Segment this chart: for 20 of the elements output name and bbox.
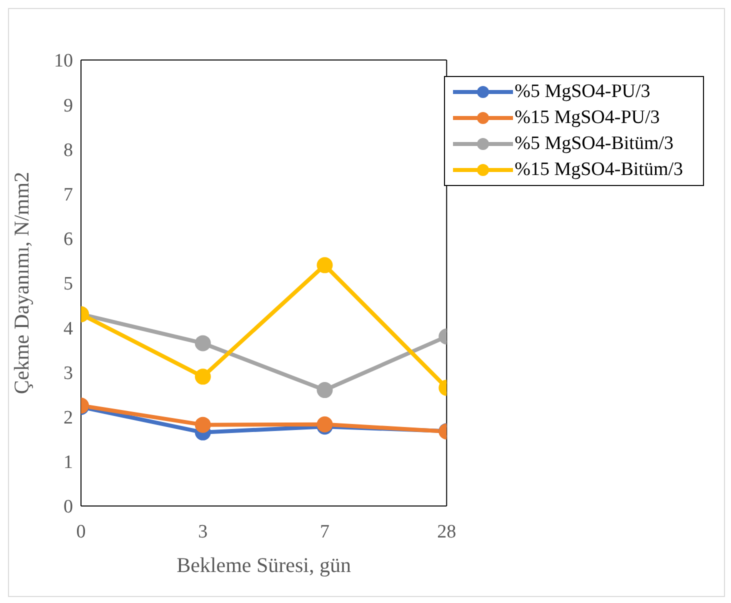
x-tick-label: 7 [320,521,330,542]
y-tick-label: 4 [64,318,74,340]
y-tick-label: 3 [64,362,73,384]
x-tick-label: 3 [198,521,208,542]
legend-label: %15 MgSO4-PU/3 [514,107,660,129]
y-tick-label: 0 [64,496,73,518]
y-tick-label: 1 [64,452,73,474]
y-tick-label: 5 [64,274,73,295]
y-tick-label: 9 [64,95,73,116]
legend-label: %15 MgSO4-Bitüm/3 [514,159,683,181]
legend-label: %5 MgSO4-Bitüm/3 [514,133,674,155]
y-tick-label: 6 [64,229,73,250]
y-axis-title: Çekme Dayanımı, N/mm2 [9,172,34,394]
y-tick-label: 2 [64,408,73,429]
y-tick-label: 7 [64,184,73,206]
y-tick-label: 10 [54,50,73,72]
y-tick-label: 8 [64,140,73,161]
x-tick-label: 28 [437,521,456,542]
x-axis-title: Bekleme Süresi, gün [176,553,352,577]
legend-label: %5 MgSO4-PU/3 [514,81,650,103]
